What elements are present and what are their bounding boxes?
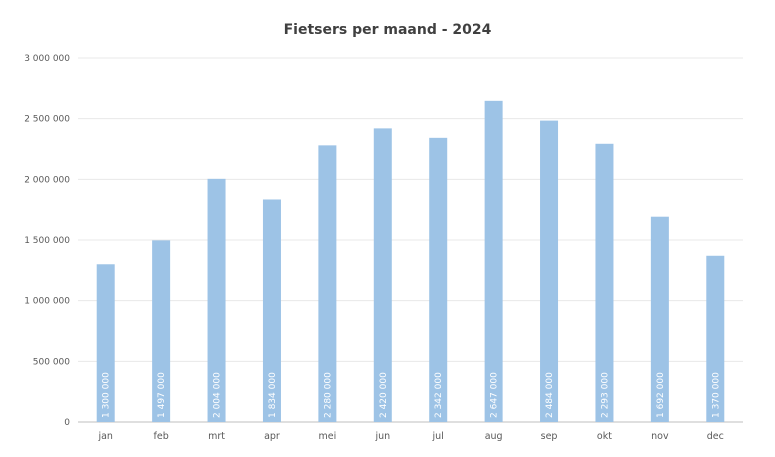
y-tick-label: 1 000 000 <box>24 297 70 307</box>
y-tick-label: 0 <box>64 418 70 428</box>
data-label: 2 647 000 <box>490 372 500 418</box>
x-tick-label: feb <box>154 431 169 442</box>
x-tick-label: mei <box>319 431 337 442</box>
x-tick-label: mrt <box>208 431 225 442</box>
data-label: 2 342 000 <box>434 372 444 418</box>
x-tick-label: aug <box>485 431 503 442</box>
x-tick-label: jun <box>374 431 390 442</box>
x-tick-label: sep <box>541 431 558 442</box>
bar-mrt <box>207 178 226 422</box>
data-label: 1 497 000 <box>157 372 167 418</box>
bar-okt <box>595 143 614 423</box>
bar-apr <box>262 199 281 422</box>
data-label: 1 300 000 <box>102 372 112 418</box>
data-label: 2 004 000 <box>213 372 223 418</box>
bar-jun <box>373 128 392 422</box>
data-label: 1 834 000 <box>268 372 278 418</box>
x-tick-label: jan <box>97 431 112 442</box>
bar-jan <box>96 264 115 422</box>
x-tick-label: okt <box>597 431 612 442</box>
bar-jul <box>429 137 448 422</box>
x-tick-label: apr <box>264 431 280 442</box>
bar-mei <box>318 145 337 423</box>
bar-aug <box>484 100 503 423</box>
y-tick-label: 2 000 000 <box>24 175 70 185</box>
y-tick-label: 500 000 <box>33 357 70 367</box>
data-label: 1 370 000 <box>711 372 721 418</box>
y-tick-label: 2 500 000 <box>24 115 70 125</box>
y-tick-label: 3 000 000 <box>24 54 70 64</box>
bar-nov <box>650 216 669 422</box>
bar-sep <box>540 120 559 422</box>
bar-feb <box>152 240 171 422</box>
x-tick-label: dec <box>707 431 724 442</box>
bar-dec <box>706 255 725 422</box>
data-label: 1 692 000 <box>656 372 666 418</box>
chart-title: Fietsers per maand - 2024 <box>283 22 492 38</box>
data-label: 2 420 000 <box>379 372 389 418</box>
x-tick-label: jul <box>432 431 444 442</box>
data-label: 2 484 000 <box>545 372 555 418</box>
y-tick-label: 1 500 000 <box>24 236 70 246</box>
data-label: 2 280 000 <box>323 372 333 418</box>
data-label: 2 293 000 <box>600 372 610 418</box>
x-tick-label: nov <box>651 431 669 442</box>
